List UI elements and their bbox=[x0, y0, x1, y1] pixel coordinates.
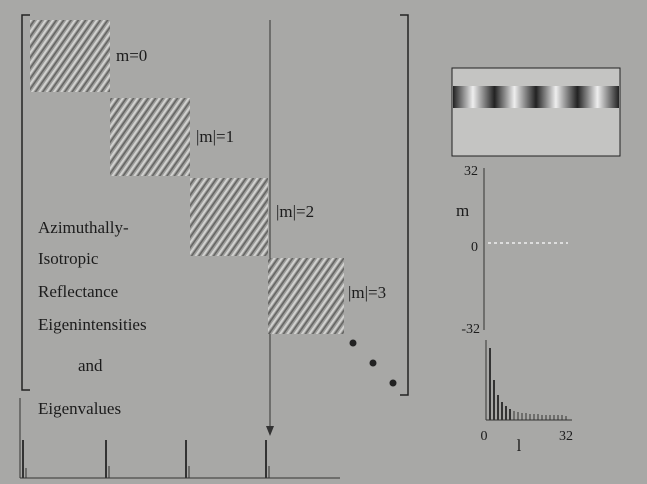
eigenvalue-histogram bbox=[485, 340, 572, 421]
x-label: l bbox=[517, 436, 522, 455]
left-bracket bbox=[21, 14, 30, 391]
patch-label: |m|=1 bbox=[196, 127, 234, 146]
caption-line: Eigenintensities bbox=[38, 315, 147, 334]
eigen-patch bbox=[190, 178, 268, 256]
caption-line: and bbox=[78, 356, 103, 375]
x-tick-label: 0 bbox=[481, 429, 488, 444]
arrow-head bbox=[266, 426, 274, 436]
caption-line: Reflectance bbox=[38, 282, 118, 301]
caption-line: Eigenvalues bbox=[38, 399, 121, 418]
caption-line: Azimuthally- bbox=[38, 218, 129, 237]
x-tick-label: 32 bbox=[559, 429, 573, 444]
y-tick-label: -32 bbox=[461, 322, 480, 337]
right-bracket bbox=[400, 14, 409, 396]
caption-line: Isotropic bbox=[38, 249, 99, 268]
patch-label: |m|=2 bbox=[276, 202, 314, 221]
ellipsis-dot bbox=[369, 359, 377, 367]
y-tick-label: 0 bbox=[471, 240, 478, 255]
eigen-patch bbox=[110, 98, 190, 176]
ellipsis-dot bbox=[389, 379, 397, 387]
patch-label: |m|=3 bbox=[348, 283, 386, 302]
basis-band bbox=[453, 86, 619, 108]
patch-label: m=0 bbox=[116, 46, 147, 65]
basis-image bbox=[451, 67, 621, 157]
eigenvalue-spectra bbox=[19, 398, 340, 479]
y-tick-label: 32 bbox=[464, 164, 478, 179]
ellipsis-dot bbox=[349, 339, 357, 347]
eigen-patch bbox=[30, 20, 110, 92]
y-label: m bbox=[456, 201, 469, 220]
eigen-patch bbox=[268, 258, 344, 334]
